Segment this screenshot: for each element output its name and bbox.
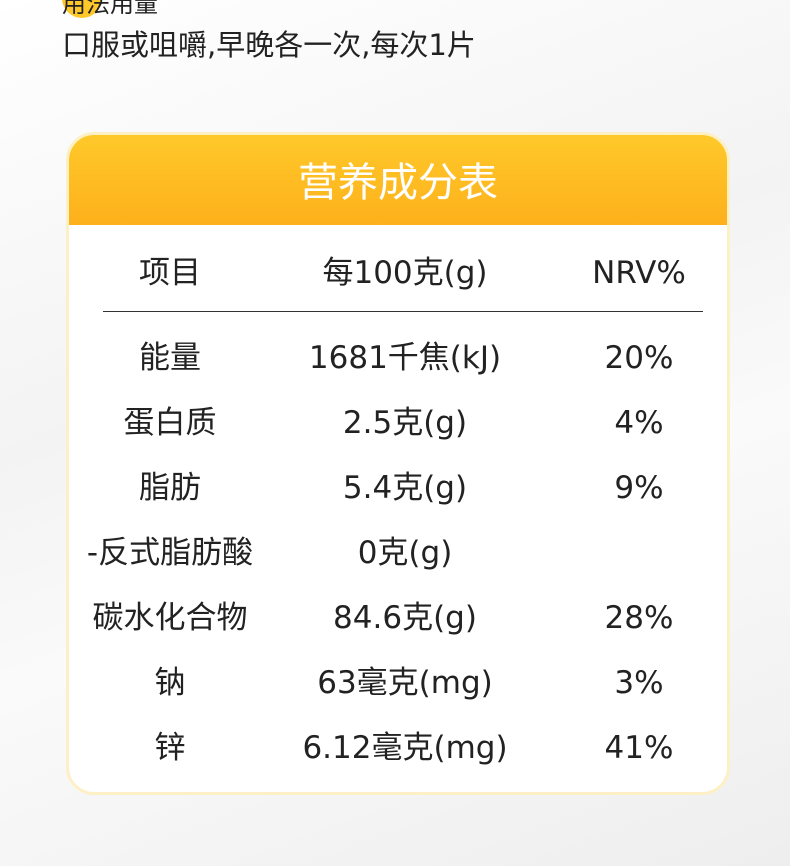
usage-text: 口服或咀嚼,早晚各一次,每次1片 [62, 28, 476, 62]
table-cell: 0克(g) [357, 535, 453, 571]
table-cell: 锌 [154, 730, 186, 766]
table-cell: 碳水化合物 [92, 600, 248, 636]
table-cell: 41% [604, 730, 674, 766]
table-cell: 63毫克(mg) [317, 665, 493, 701]
table-cell: 1681千焦(kJ) [308, 340, 502, 376]
header-cell: 每100克(g) [322, 255, 488, 291]
table-cell: 2.5克(g) [342, 405, 468, 441]
header-cell: 项目 [139, 255, 201, 291]
table-cell: 钠 [154, 665, 186, 701]
nutrition-card: 营养成分表 项目 每100克(g) NRV% 能量 1681千焦(kJ) 20% 蛋白质 2.… [66, 132, 730, 795]
header-cell: NRV% [592, 255, 686, 291]
table-cell: 脂肪 [139, 470, 201, 506]
table-title: 营养成分表 [298, 160, 498, 206]
table-cell: 6.12毫克(mg) [302, 730, 508, 766]
table-cell: 5.4克(g) [342, 470, 468, 506]
table-cell: 4% [614, 405, 664, 441]
header-rule [103, 311, 703, 312]
table-cell: -反式脂肪酸 [86, 535, 254, 571]
table-cell: 20% [604, 340, 674, 376]
table-cell: 3% [614, 665, 664, 701]
table-cell: 84.6克(g) [333, 600, 477, 636]
usage-heading: 用法用量 [62, 0, 158, 18]
table-cell: 蛋白质 [123, 405, 217, 441]
heading-dot [62, 0, 102, 18]
table-cell: 能量 [139, 340, 201, 376]
table-cell: 28% [604, 600, 674, 636]
table-cell: 9% [614, 470, 664, 506]
title-band [69, 135, 727, 225]
